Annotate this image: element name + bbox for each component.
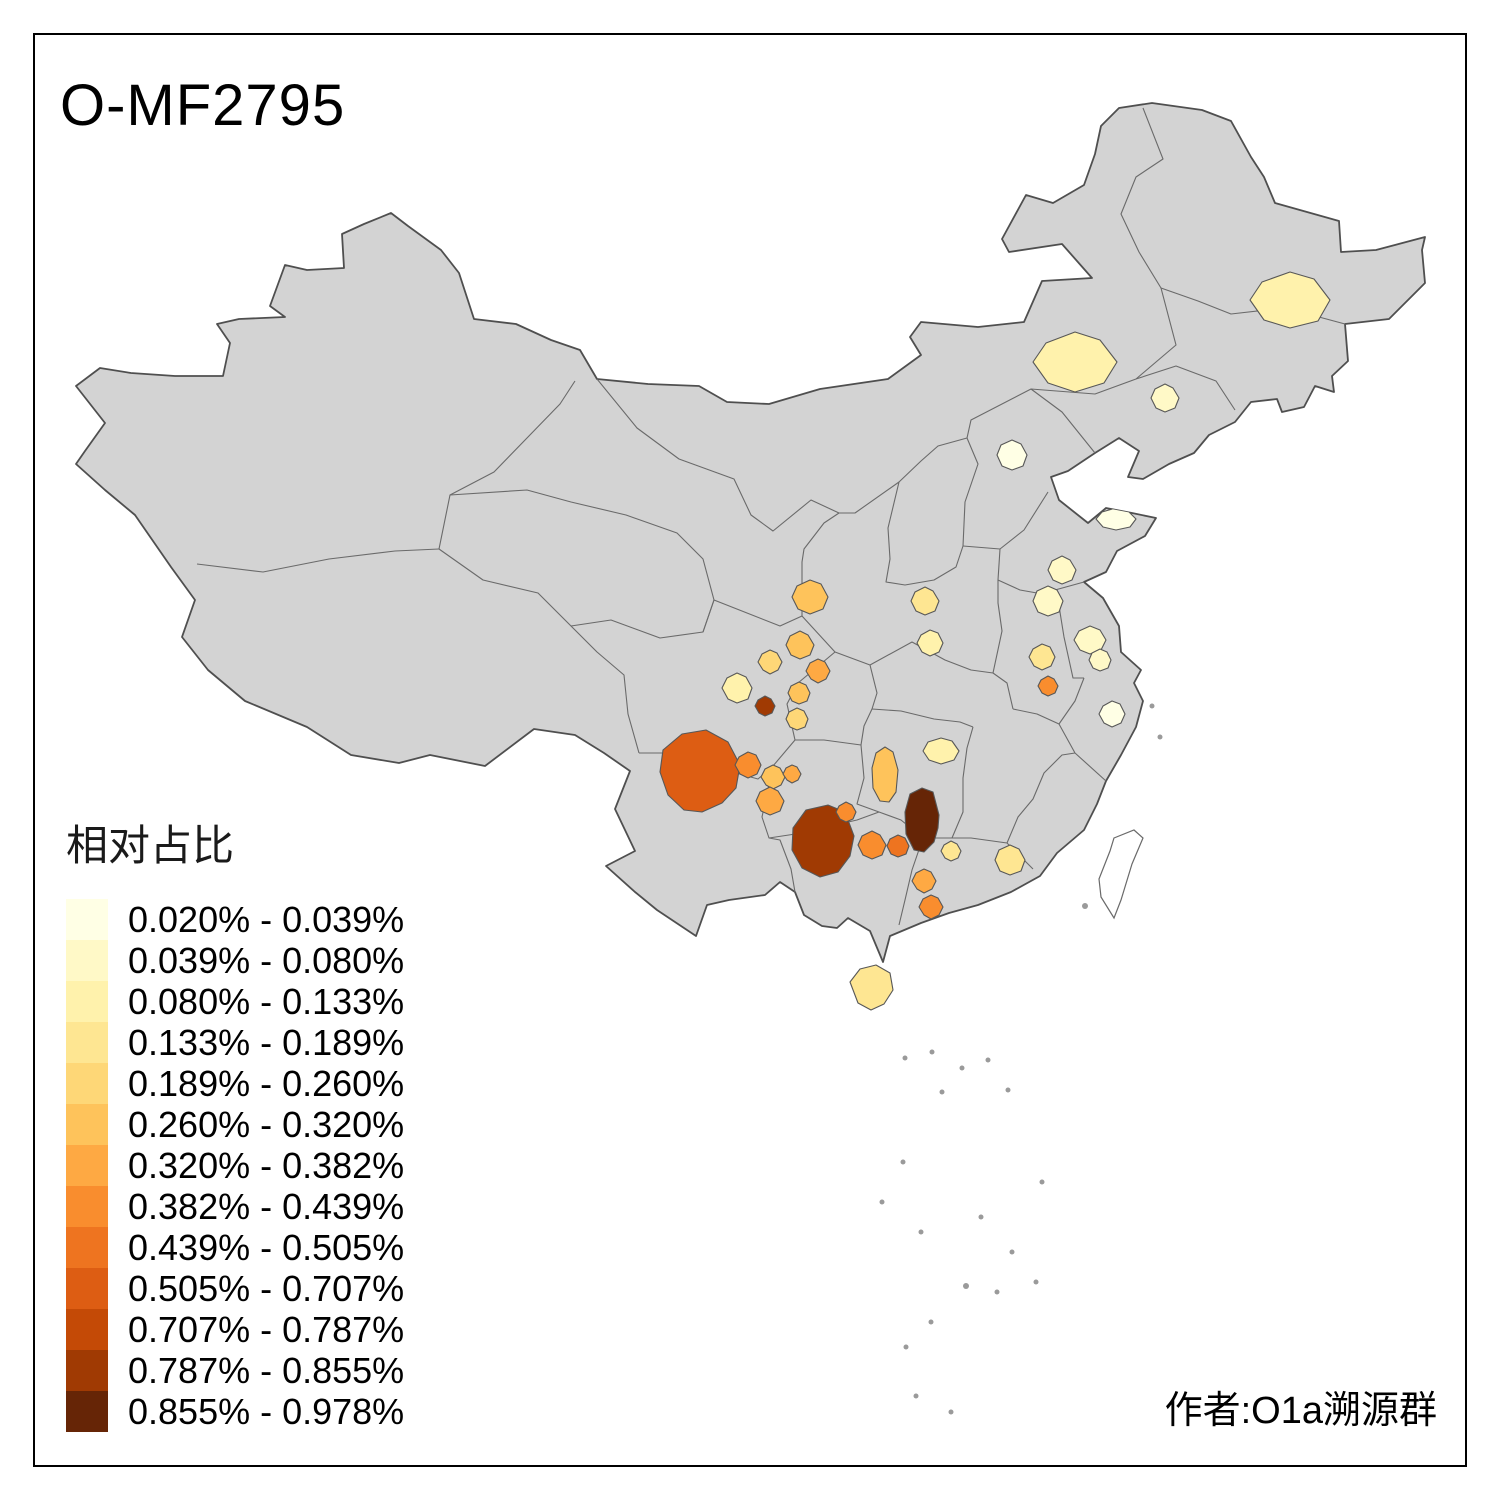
legend-swatch <box>66 899 108 940</box>
region-shaoyang <box>922 737 960 765</box>
legend-label: 0.855% - 0.978% <box>128 1390 405 1432</box>
legend-item: 0.439% - 0.505% <box>66 1227 404 1268</box>
legend-item: 0.707% - 0.787% <box>66 1309 404 1350</box>
legend-swatch <box>66 981 108 1022</box>
legend-item: 0.382% - 0.439% <box>66 1186 404 1227</box>
region-pingliang <box>791 579 829 615</box>
region-guiyang <box>835 801 857 823</box>
taiwan-island <box>1098 829 1144 920</box>
legend-item: 0.020% - 0.039% <box>66 899 404 940</box>
region-huaihua <box>871 746 899 803</box>
legend-title: 相对占比 <box>66 822 235 869</box>
region-qiannan <box>857 830 887 860</box>
region-hangzhou <box>1098 700 1126 728</box>
region-siping <box>1150 383 1180 413</box>
legend-swatch <box>66 1309 108 1350</box>
legend: 相对占比 0.020% - 0.039% 0.039% - 0.080% 0.0… <box>66 812 404 1432</box>
region-luoyang <box>910 586 940 616</box>
prefecture-regions <box>659 271 1331 920</box>
region-beijing <box>996 439 1028 471</box>
region-nanyang <box>916 629 944 657</box>
region-yulin <box>918 894 944 920</box>
legend-label: 0.020% - 0.039% <box>128 898 405 940</box>
region-qianxinan <box>791 804 855 878</box>
legend-item: 0.039% - 0.080% <box>66 940 404 981</box>
region-liangshan <box>659 729 741 813</box>
legend-swatch <box>66 1186 108 1227</box>
region-hezhou <box>940 840 962 862</box>
region-zigong <box>754 695 776 717</box>
legend-label: 0.260% - 0.320% <box>128 1103 405 1145</box>
legend-item: 0.260% - 0.320% <box>66 1104 404 1145</box>
legend-label: 0.439% - 0.505% <box>128 1226 405 1268</box>
region-weifang <box>1047 555 1077 585</box>
legend-swatch <box>66 1145 108 1186</box>
legend-swatch <box>66 1268 108 1309</box>
legend-swatch <box>66 1391 108 1432</box>
region-chongqing <box>785 707 809 731</box>
legend-swatch <box>66 1063 108 1104</box>
region-nanchong <box>787 681 811 705</box>
attribution: 作者:O1a溯源群 <box>1164 1390 1437 1432</box>
region-shaoguan <box>994 844 1026 876</box>
region-guangyuan <box>785 630 815 660</box>
plot-title: O-MF2795 <box>60 73 346 138</box>
plot-border <box>33 33 1467 1467</box>
legend-item: 0.133% - 0.189% <box>66 1022 404 1063</box>
region-guilin <box>904 787 940 853</box>
region-zhaotong <box>734 751 762 779</box>
region-hefei <box>1028 643 1056 671</box>
region-laibin <box>911 868 937 894</box>
legend-swatch <box>66 1022 108 1063</box>
legend-label: 0.320% - 0.382% <box>128 1144 405 1186</box>
region-chengdu <box>721 672 753 704</box>
legend-swatch <box>66 1350 108 1391</box>
region-hainan <box>849 964 894 1011</box>
legend-item: 0.855% - 0.978% <box>66 1391 404 1432</box>
region-mianyang <box>757 649 783 675</box>
legend-label: 0.707% - 0.787% <box>128 1308 405 1350</box>
legend-item: 0.787% - 0.855% <box>66 1350 404 1391</box>
region-jining <box>1032 585 1064 617</box>
legend-label: 0.787% - 0.855% <box>128 1349 405 1391</box>
region-yibin <box>760 764 786 790</box>
legend-swatch <box>66 940 108 981</box>
legend-label: 0.189% - 0.260% <box>128 1062 405 1104</box>
legend-label: 0.039% - 0.080% <box>128 939 405 981</box>
region-anqing <box>1037 675 1059 697</box>
region-suihua <box>1249 271 1331 329</box>
region-bijie <box>755 786 785 816</box>
legend-label: 0.133% - 0.189% <box>128 1021 405 1063</box>
legend-label: 0.505% - 0.707% <box>128 1267 405 1309</box>
south-china-sea-islands <box>879 703 1163 1415</box>
region-liuzhou <box>886 834 910 858</box>
region-hinggan <box>1032 331 1118 393</box>
legend-swatch <box>66 1227 108 1268</box>
legend-swatch <box>66 1104 108 1145</box>
region-dazhou <box>805 658 831 684</box>
legend-item: 0.505% - 0.707% <box>66 1268 404 1309</box>
region-nanjing <box>1088 648 1112 672</box>
legend-item: 0.189% - 0.260% <box>66 1063 404 1104</box>
legend-label: 0.080% - 0.133% <box>128 980 405 1022</box>
legend-item: 0.320% - 0.382% <box>66 1145 404 1186</box>
region-luzhou <box>782 764 802 784</box>
legend-item: 0.080% - 0.133% <box>66 981 404 1022</box>
legend-label: 0.382% - 0.439% <box>128 1185 405 1227</box>
